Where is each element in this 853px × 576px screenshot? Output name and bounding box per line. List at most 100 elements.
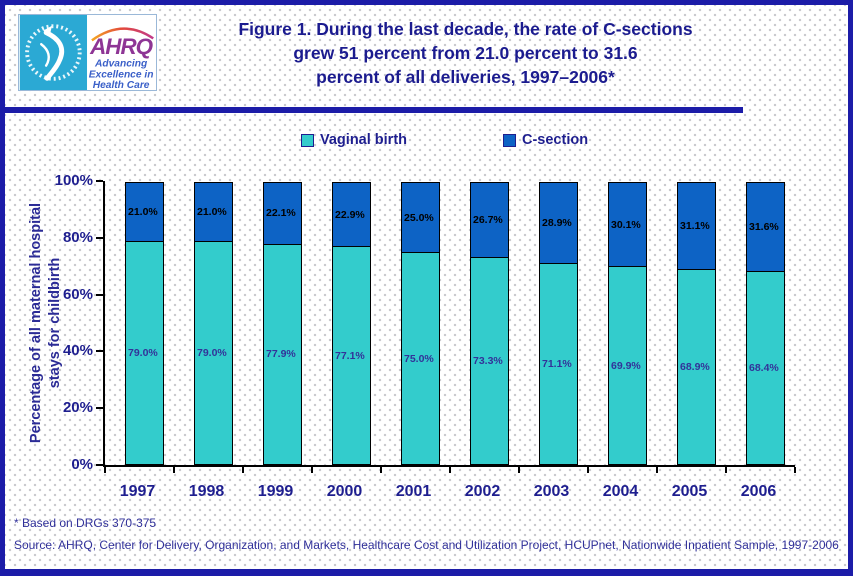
hhs-eagle-seal-icon bbox=[25, 24, 82, 81]
footnote: * Based on DRGs 370-375 bbox=[14, 516, 157, 530]
stacked-bar: 28.9% 71.1% bbox=[539, 181, 578, 465]
bar-column-2000: 22.9% 77.1% bbox=[312, 181, 382, 473]
bar-segment-csection: 31.6% bbox=[746, 182, 785, 272]
logo-tagline-line: Excellence in bbox=[89, 69, 154, 80]
rainbow-arc-icon bbox=[91, 27, 154, 42]
bar-segment-vaginal: 75.0% bbox=[401, 252, 440, 465]
ahrq-logo-graphic: AHRQ Advancing Excellence in Health Care bbox=[19, 15, 155, 90]
stacked-bar: 21.0% 79.0% bbox=[125, 181, 164, 465]
title-line-2: grew 51 percent from 21.0 percent to 31.… bbox=[293, 43, 638, 63]
bar-segment-vaginal: 79.0% bbox=[125, 240, 164, 465]
bar-value-label: 77.1% bbox=[335, 349, 365, 362]
bar-column-1999: 22.1% 77.9% bbox=[243, 181, 313, 473]
bar-segment-csection: 21.0% bbox=[194, 182, 233, 242]
y-tick-label: 100% bbox=[54, 172, 93, 189]
bar-value-label: 79.0% bbox=[128, 346, 158, 359]
y-axis-title: Percentage of all maternal hospital stay… bbox=[27, 158, 67, 488]
title-line-3: percent of all deliveries, 1997–2006* bbox=[316, 67, 615, 87]
x-axis-labels: 1997 1998 1999 2000 2001 2002 2003 2004 2005 2006 bbox=[103, 483, 793, 501]
bar-segment-csection: 30.1% bbox=[608, 182, 647, 268]
x-axis-label-2002: 2002 bbox=[464, 483, 501, 500]
bar-value-label: 21.0% bbox=[197, 205, 227, 218]
x-axis-label-1997: 1997 bbox=[119, 483, 156, 500]
bar-segment-vaginal: 79.0% bbox=[194, 240, 233, 465]
legend-label: Vaginal birth bbox=[320, 132, 408, 148]
bar-segment-csection: 26.7% bbox=[470, 182, 509, 258]
bar-value-label: 68.4% bbox=[749, 361, 779, 374]
bar-value-label: 68.9% bbox=[680, 361, 710, 374]
x-axis-label-2003: 2003 bbox=[533, 483, 570, 500]
bar-column-2001: 25.0% 75.0% bbox=[381, 181, 451, 473]
ahrq-hhs-logo: AHRQ Advancing Excellence in Health Care bbox=[18, 14, 157, 91]
stacked-bar: 22.1% 77.9% bbox=[263, 181, 302, 465]
x-axis-label-2004: 2004 bbox=[602, 483, 639, 500]
bar-value-label: 25.0% bbox=[404, 211, 434, 224]
bar-value-label: 75.0% bbox=[404, 352, 434, 365]
bar-value-label: 30.1% bbox=[611, 218, 641, 231]
bar-column-2005: 31.1% 68.9% bbox=[657, 181, 727, 473]
title-line-1: Figure 1. During the last decade, the ra… bbox=[238, 19, 693, 39]
y-tick-mark bbox=[96, 464, 103, 466]
stacked-bar: 31.6% 68.4% bbox=[746, 181, 785, 465]
y-tick-mark bbox=[96, 350, 103, 353]
bar-column-2006: 31.6% 68.4% bbox=[726, 181, 796, 473]
stacked-bar: 30.1% 69.9% bbox=[608, 181, 647, 465]
y-tick-label: 40% bbox=[62, 342, 93, 360]
bar-column-2002: 26.7% 73.3% bbox=[450, 181, 520, 473]
bar-segment-vaginal: 68.4% bbox=[746, 270, 785, 465]
bar-value-label: 31.1% bbox=[680, 220, 710, 233]
vaginal-birth-swatch bbox=[301, 133, 314, 147]
plot-area: 100% 80% 60% 40% 20% 0% 21.0% 79.0% 21.0% 79.0% 2… bbox=[55, 172, 796, 473]
bar-value-label: 21.0% bbox=[128, 205, 158, 218]
bar-value-label: 77.9% bbox=[266, 348, 296, 361]
legend-item-c-section: C-section bbox=[503, 132, 588, 148]
bar-segment-vaginal: 68.9% bbox=[677, 269, 716, 465]
bar-segment-csection: 22.9% bbox=[332, 182, 371, 248]
bar-segment-vaginal: 73.3% bbox=[470, 256, 509, 465]
bar-value-label: 69.9% bbox=[611, 359, 641, 372]
y-axis-title-line: stays for childbirth bbox=[47, 257, 63, 389]
y-tick-label: 20% bbox=[62, 399, 93, 417]
stacked-bar: 31.1% 68.9% bbox=[677, 181, 716, 465]
bar-segment-vaginal: 71.1% bbox=[539, 263, 578, 465]
x-axis-label-2005: 2005 bbox=[671, 483, 708, 500]
stacked-bar: 25.0% 75.0% bbox=[401, 181, 440, 465]
bar-segment-csection: 28.9% bbox=[539, 182, 578, 265]
x-axis-label-2006: 2006 bbox=[740, 483, 777, 500]
bar-value-label: 79.0% bbox=[197, 346, 227, 359]
legend-item-vaginal-birth: Vaginal birth bbox=[301, 132, 407, 148]
source-line: Source: AHRQ, Center for Delivery, Organ… bbox=[14, 538, 839, 552]
y-tick-mark bbox=[96, 407, 103, 410]
bar-segment-csection: 22.1% bbox=[263, 182, 302, 245]
bar-value-label: 31.6% bbox=[749, 220, 779, 233]
legend-label: C-section bbox=[522, 132, 589, 148]
bar-segment-csection: 31.1% bbox=[677, 182, 716, 271]
y-tick-mark bbox=[96, 293, 103, 296]
bar-column-1998: 21.0% 79.0% bbox=[174, 181, 244, 473]
bar-column-1997: 21.0% 79.0% bbox=[104, 181, 175, 473]
stacked-bar: 26.7% 73.3% bbox=[470, 181, 509, 465]
x-axis-label-1999: 1999 bbox=[257, 483, 294, 500]
header-divider bbox=[5, 107, 743, 113]
x-axis-label-2001: 2001 bbox=[395, 483, 432, 500]
y-tick-label: 0% bbox=[71, 456, 93, 473]
bar-segment-vaginal: 77.9% bbox=[263, 243, 302, 465]
bar-value-label: 22.9% bbox=[335, 208, 365, 221]
bar-value-label: 73.3% bbox=[473, 354, 503, 367]
x-axis-label-1998: 1998 bbox=[188, 483, 225, 500]
ahrq-wordmark: AHRQ bbox=[89, 34, 154, 59]
bar-segment-vaginal: 69.9% bbox=[608, 266, 647, 465]
y-tick-mark bbox=[96, 180, 103, 182]
figure-title: Figure 1. During the last decade, the ra… bbox=[173, 17, 758, 89]
y-tick-label: 80% bbox=[62, 228, 93, 246]
bars-row: 21.0% 79.0% 21.0% 79.0% 22.1% 77.9% 22.9% 77.1%… bbox=[104, 181, 796, 473]
bar-column-2003: 28.9% 71.1% bbox=[519, 181, 589, 473]
logo-tagline-line: Advancing bbox=[94, 59, 148, 70]
bar-value-label: 28.9% bbox=[542, 217, 572, 230]
bar-column-2004: 30.1% 69.9% bbox=[588, 181, 658, 473]
bar-value-label: 71.1% bbox=[542, 358, 572, 371]
y-tick-label: 60% bbox=[62, 285, 93, 303]
logo-tagline-line: Health Care bbox=[93, 80, 150, 90]
bar-value-label: 26.7% bbox=[473, 213, 503, 226]
